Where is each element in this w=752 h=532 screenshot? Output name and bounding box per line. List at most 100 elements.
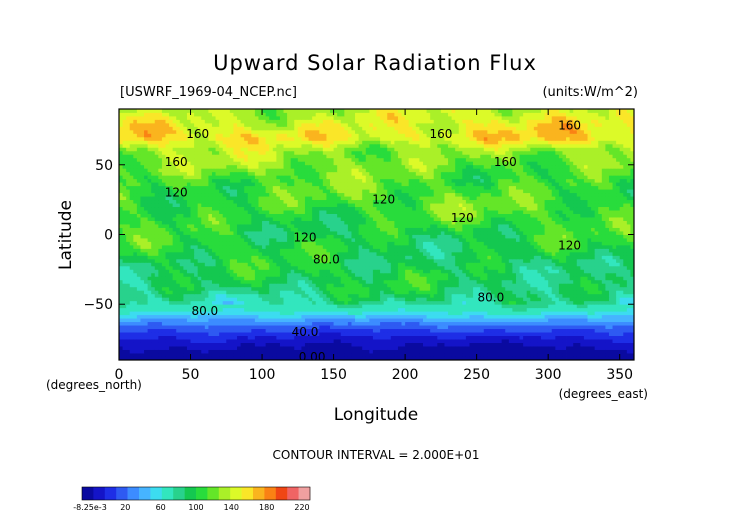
heatmap-cell: [319, 307, 324, 312]
heatmap-cell: [598, 248, 603, 253]
heatmap-cell: [197, 265, 202, 270]
heatmap-cell: [562, 353, 567, 357]
heatmap-cell: [558, 276, 563, 281]
heatmap-cell: [337, 307, 342, 312]
heatmap-cell: [304, 311, 309, 316]
heatmap-cell: [512, 258, 517, 263]
heatmap-cell: [487, 321, 492, 326]
heatmap-cell: [537, 248, 542, 253]
heatmap-cell: [394, 353, 399, 357]
heatmap-cell: [397, 318, 402, 323]
heatmap-cell: [151, 346, 156, 350]
heatmap-cell: [630, 314, 634, 319]
heatmap-cell: [412, 346, 417, 350]
heatmap-cell: [580, 241, 585, 246]
heatmap-cell: [308, 255, 313, 260]
heatmap-cell: [548, 265, 553, 270]
heatmap-cell: [186, 321, 191, 326]
heatmap-cell: [623, 262, 628, 267]
heatmap-cell: [415, 328, 420, 333]
heatmap-cell: [598, 258, 603, 263]
heatmap-cell: [355, 290, 360, 295]
heatmap-cell: [258, 258, 263, 263]
heatmap-cell: [598, 262, 603, 267]
heatmap-cell: [197, 297, 202, 302]
heatmap-cell: [569, 293, 574, 298]
heatmap-cell: [140, 265, 145, 270]
heatmap-cell: [551, 335, 556, 340]
heatmap-cell: [587, 241, 592, 246]
heatmap-cell: [319, 356, 324, 360]
heatmap-cell: [247, 314, 252, 319]
heatmap-cell: [169, 272, 174, 277]
heatmap-cell: [237, 335, 241, 340]
heatmap-cell: [340, 297, 345, 302]
heatmap-cell: [169, 300, 174, 305]
heatmap-cell: [301, 290, 306, 295]
heatmap-cell: [419, 269, 424, 274]
heatmap-cell: [355, 356, 360, 360]
heatmap-cell: [601, 353, 606, 357]
heatmap-cell: [580, 272, 585, 277]
heatmap-cell: [369, 339, 374, 343]
heatmap-cell: [176, 251, 181, 256]
heatmap-cell: [337, 332, 342, 336]
heatmap-cell: [501, 241, 506, 246]
heatmap-cell: [240, 262, 245, 267]
heatmap-cell: [473, 307, 478, 312]
heatmap-cell: [569, 279, 574, 284]
heatmap-cell: [233, 304, 238, 309]
heatmap-cell: [498, 241, 503, 246]
heatmap-cell: [262, 318, 267, 323]
heatmap-cell: [312, 244, 317, 249]
heatmap-cell: [340, 241, 345, 246]
heatmap-cell: [605, 307, 610, 312]
heatmap-cell: [412, 279, 417, 284]
heatmap-cell: [512, 248, 517, 253]
heatmap-cell: [515, 283, 520, 288]
heatmap-cell: [541, 328, 545, 333]
heatmap-cell: [136, 307, 141, 312]
heatmap-cell: [430, 258, 435, 263]
heatmap-cell: [319, 297, 324, 302]
heatmap-cell: [505, 265, 510, 270]
heatmap-cell: [451, 272, 456, 277]
heatmap-cell: [365, 279, 370, 284]
heatmap-cell: [494, 272, 499, 277]
heatmap-cell: [397, 237, 402, 242]
heatmap-cell: [226, 290, 231, 295]
heatmap-cell: [279, 307, 284, 312]
heatmap-cell: [204, 318, 209, 323]
heatmap-cell: [372, 286, 377, 291]
heatmap-cell: [405, 349, 410, 354]
heatmap-cell: [165, 290, 170, 295]
heatmap-cell: [301, 353, 306, 357]
heatmap-cell: [519, 279, 524, 284]
heatmap-cell: [219, 237, 224, 242]
heatmap-cell: [326, 265, 331, 270]
heatmap-cell: [583, 255, 588, 260]
heatmap-cell: [129, 293, 134, 298]
heatmap-cell: [487, 346, 492, 350]
heatmap-cell: [591, 290, 596, 295]
heatmap-cell: [594, 255, 599, 260]
heatmap-cell: [462, 335, 467, 340]
heatmap-cell: [448, 293, 453, 298]
heatmap-cell: [165, 328, 170, 333]
heatmap-cell: [437, 290, 442, 295]
heatmap-cell: [569, 255, 574, 260]
heatmap-cell: [551, 262, 556, 267]
heatmap-cell: [176, 349, 181, 354]
heatmap-cell: [626, 244, 631, 249]
heatmap-cell: [612, 248, 617, 253]
heatmap-cell: [580, 283, 585, 288]
heatmap-cell: [186, 244, 191, 249]
heatmap-cell: [179, 293, 184, 298]
heatmap-cell: [351, 318, 356, 323]
heatmap-cell: [197, 328, 202, 333]
heatmap-cell: [458, 346, 463, 350]
heatmap-cell: [351, 255, 356, 260]
heatmap-cell: [623, 349, 628, 354]
heatmap-cell: [537, 328, 542, 333]
heatmap-cell: [308, 276, 313, 281]
